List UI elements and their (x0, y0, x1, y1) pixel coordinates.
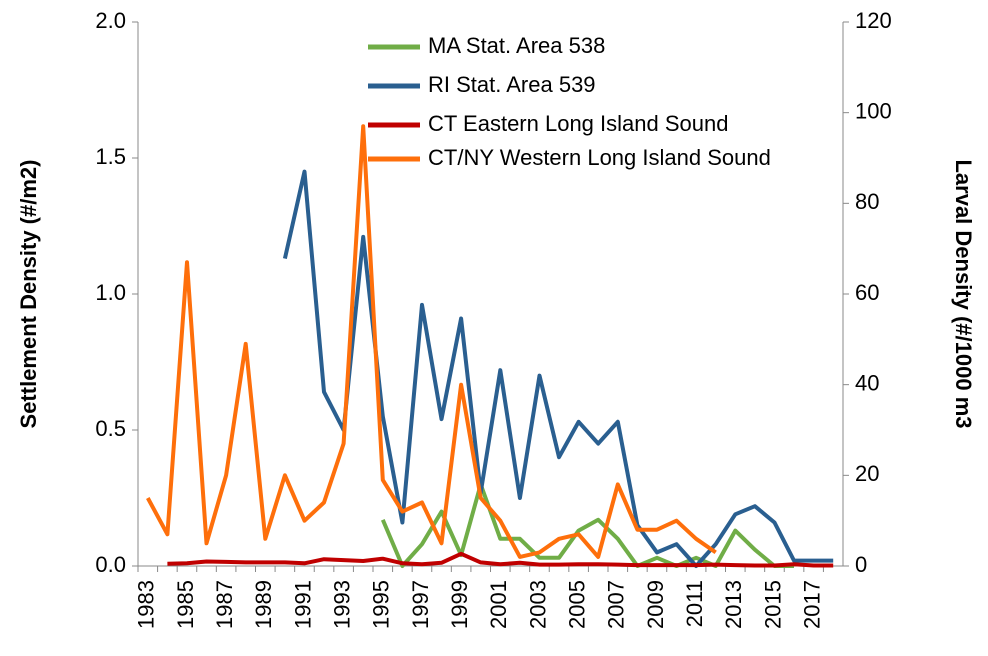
x-tick-label: 2005 (564, 580, 589, 629)
x-tick-label: 1985 (173, 580, 198, 629)
y2-tick-label: 120 (855, 8, 892, 33)
y-axis-title: Settlement Density (#/m2) (16, 160, 41, 429)
x-tick-label: 2015 (760, 580, 785, 629)
legend-label: CT/NY Western Long Island Sound (428, 145, 771, 170)
x-tick-label: 2001 (486, 580, 511, 629)
y-tick-label: 0.0 (95, 552, 126, 577)
legend-label: CT Eastern Long Island Sound (428, 111, 728, 136)
y-tick-label: 0.5 (95, 416, 126, 441)
x-tick-label: 1983 (134, 580, 159, 629)
y-tick-label: 1.5 (95, 144, 126, 169)
x-tick-label: 2017 (799, 580, 824, 629)
series-line (146, 124, 717, 559)
y2-tick-label: 20 (855, 461, 879, 486)
x-tick-label: 1989 (251, 580, 276, 629)
x-tick-label: 2007 (604, 580, 629, 629)
y2-tick-label: 100 (855, 98, 892, 123)
series-line (380, 482, 794, 568)
x-tick-label: 1991 (290, 580, 315, 629)
y2-tick-label: 40 (855, 370, 879, 395)
x-tick-label: 1999 (447, 580, 472, 629)
y2-tick-label: 0 (855, 552, 867, 577)
x-tick-label: 1995 (369, 580, 394, 629)
x-tick-label: 2003 (525, 580, 550, 629)
x-tick-label: 2013 (721, 580, 746, 629)
legend-label: RI Stat. Area 539 (428, 72, 596, 97)
y2-tick-label: 80 (855, 189, 879, 214)
x-tick-label: 1997 (408, 580, 433, 629)
x-tick-label: 2011 (682, 580, 707, 627)
x-tick-label: 1987 (212, 580, 237, 629)
series-line (167, 551, 834, 568)
x-tick-label: 2009 (643, 580, 668, 629)
legend-label: MA Stat. Area 538 (428, 33, 605, 58)
x-tick-label: 1993 (329, 580, 354, 629)
y2-tick-label: 60 (855, 280, 879, 305)
y-tick-label: 1.0 (95, 280, 126, 305)
y2-axis-title: Larval Density (#/1000 m3 (951, 159, 976, 428)
y-tick-label: 2.0 (95, 8, 126, 33)
